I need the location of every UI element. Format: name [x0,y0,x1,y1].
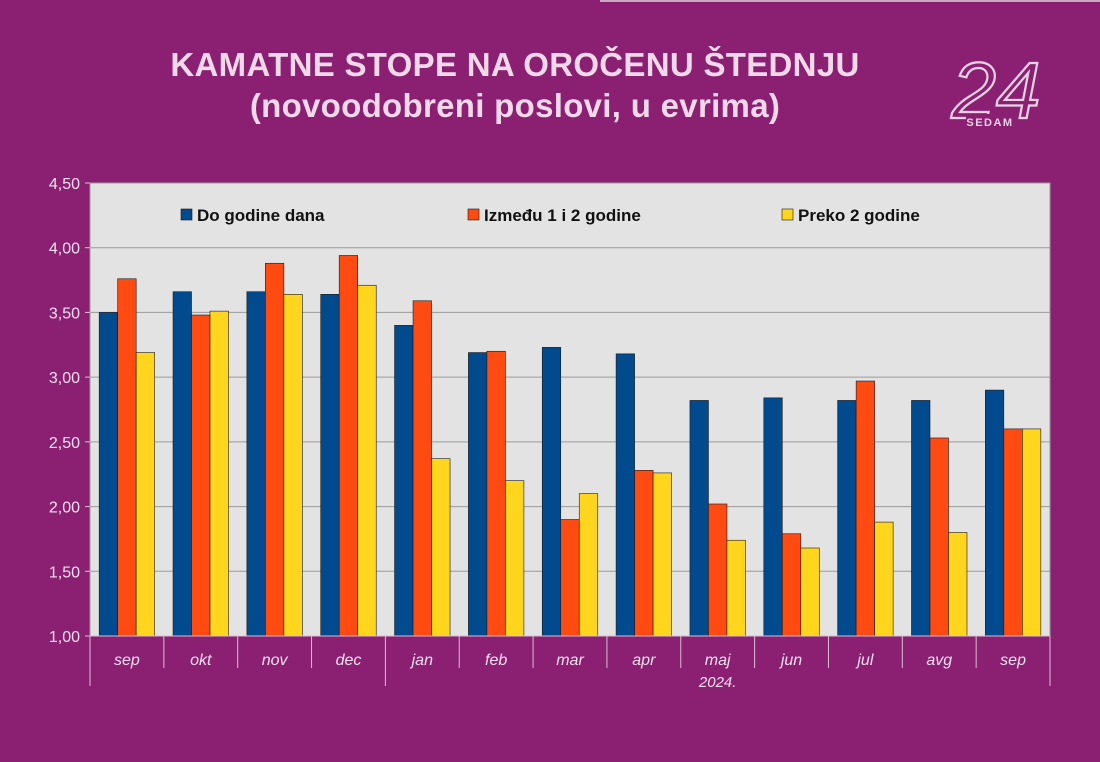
bar-2-sep [117,278,137,637]
y-tick-label: 2,00 [49,500,80,517]
bar-3-jan [431,458,451,637]
bar-3-feb [505,480,525,637]
bar-3-sep [1022,428,1042,637]
chart-title: KAMATNE STOPE NA OROČENU ŠTEDNJU (novood… [0,44,1030,126]
bar-1-nov [246,291,266,637]
y-tick-label: 2,50 [49,435,80,452]
x-tick-label: sep [1000,652,1026,669]
bar-3-okt [209,310,229,637]
chart-title-line-1: KAMATNE STOPE NA OROČENU ŠTEDNJU [170,46,860,83]
bar-2-jan [412,300,432,637]
bar-3-mar [578,493,599,637]
bar-2-okt [191,314,211,637]
bar-2-feb [486,350,506,637]
x-tick-label: jul [855,652,873,669]
bar-3-sep [135,352,155,637]
x-tick-label: sep [114,652,140,669]
bar-1-jan [394,325,414,637]
x-tick-label: okt [190,652,212,669]
legend: Do godine dana Između 1 i 2 godine Preko 2… [180,206,920,225]
bar-1-jun [763,397,783,637]
x-tick-label: nov [262,652,289,669]
bar-3-jun [800,547,820,637]
legend-label: Do godine dana [197,206,325,225]
x-axis: sep okt nov dec jan feb mar apr maj 2024. jun jul av… [89,635,1051,691]
bar-3-jul [874,521,894,637]
logo-label-backdrop [966,114,1014,128]
x-tick-sublabel: 2024. [698,674,737,691]
bar-2-nov [265,262,285,637]
bar-2-maj [708,503,728,637]
x-tick-label: avg [926,652,952,669]
sedam-24-logo: 24 SEDAM [949,52,1041,136]
bar-1-avg [911,400,931,637]
y-tick-label: 1,50 [49,564,80,581]
bar-2-mar [560,519,580,637]
bar-1-maj [689,400,709,637]
legend-label: Između 1 i 2 godine [484,206,641,225]
bar-1-sep [985,389,1005,637]
bar-3-maj [726,539,746,637]
bar-1-jul [837,400,857,637]
x-tick-label: jan [410,652,433,669]
bar-1-feb [468,352,488,637]
top-rule [600,0,1100,2]
bar-1-apr [615,353,635,637]
chart-subtitle: (novoodobreni poslovi, u evrima) [249,87,781,124]
bar-3-apr [652,472,672,637]
bar-2-dec [338,255,359,637]
bar-1-mar [541,347,562,637]
logo-word: SEDAM [966,117,1013,129]
bar-1-okt [172,291,192,637]
x-tick-label: feb [485,652,507,669]
bar-2-jul [855,380,875,637]
y-axis-tick-labels: 1,00 1,50 2,00 2,50 3,00 3,50 4,00 4,50 [49,176,90,646]
bar-3-dec [357,284,377,637]
bar-3-nov [283,294,303,637]
bar-2-avg [929,437,949,637]
legend-swatch [180,208,193,221]
y-tick-label: 4,50 [49,176,80,193]
bars [98,255,1042,637]
bar-2-jun [781,533,802,637]
y-tick-label: 4,00 [49,241,80,258]
bar-3-avg [948,532,968,637]
y-tick-label: 1,00 [49,629,80,646]
legend-label: Preko 2 godine [798,206,920,225]
legend-swatch [467,208,480,221]
x-tick-label: mar [556,652,584,669]
x-tick-label: jun [779,652,802,669]
x-tick-label: maj [705,652,731,669]
bar-1-dec [320,294,340,637]
y-tick-label: 3,00 [49,370,80,387]
bar-2-sep [1003,428,1023,637]
x-tick-label: dec [336,652,362,669]
y-tick-label: 3,50 [49,305,80,322]
bar-1-sep [98,312,118,637]
legend-swatch [781,208,794,221]
bar-2-apr [634,470,654,637]
x-tick-label: apr [632,652,656,669]
